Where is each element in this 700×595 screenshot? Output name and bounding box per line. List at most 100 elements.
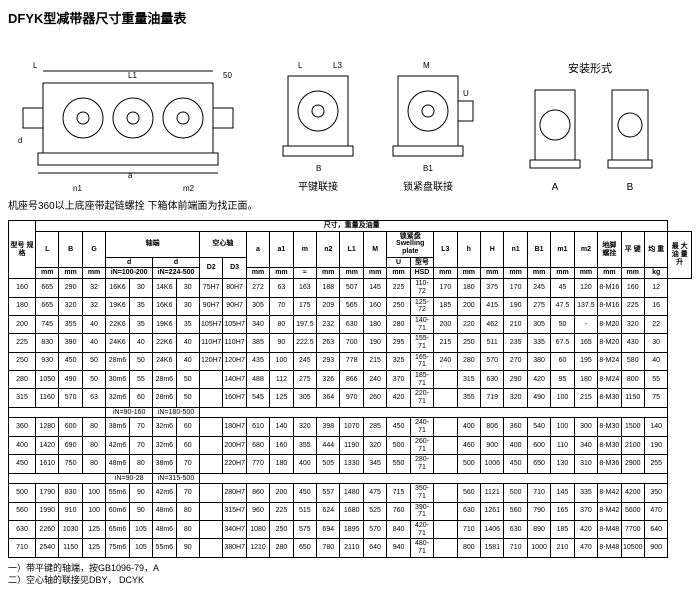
table-cell: 570 — [363, 521, 386, 539]
table-cell: 35 — [129, 315, 152, 333]
table-cell: 245 — [527, 279, 550, 297]
table-cell: 280H7 — [223, 484, 246, 502]
table-cell: 500 — [504, 484, 527, 502]
u-mm7: mm — [340, 268, 363, 279]
table-cell: 30 — [129, 279, 152, 297]
h-dcell2: d — [153, 257, 200, 268]
u-mm12: mm — [481, 268, 504, 279]
table-cell: 665 — [36, 297, 59, 315]
table-cell: 830 — [36, 334, 59, 352]
table-cell: 355 — [457, 389, 480, 407]
table-cell: 140 — [270, 418, 293, 436]
table-row: 560199091010060m69048m680315H79602255156… — [9, 502, 692, 520]
table-cell: 170 — [434, 279, 457, 297]
table-cell: 130 — [551, 455, 574, 473]
table-cell: 600 — [527, 436, 550, 454]
table-cell: 215 — [363, 352, 386, 370]
table-cell — [434, 389, 457, 407]
table-cell: 1581 — [481, 539, 504, 557]
table-cell: 280 — [387, 315, 410, 333]
table-cell: 70 — [129, 436, 152, 454]
table-cell: 200 — [434, 315, 457, 333]
table-cell: 120 — [574, 279, 597, 297]
svg-text:L1: L1 — [128, 71, 137, 80]
h-h: h — [457, 231, 480, 268]
table-cell: 32 — [82, 297, 105, 315]
table-cell: 1500 — [621, 418, 644, 436]
table-cell: 630 — [340, 315, 363, 333]
table-cell: 1406 — [481, 521, 504, 539]
table-cell: 490 — [527, 389, 550, 407]
table-cell: 232 — [317, 315, 340, 333]
table-cell: 30m6 — [106, 371, 129, 389]
h-H: H — [481, 231, 504, 268]
table-cell: 55m6 — [106, 484, 129, 502]
table-cell: 90H7 — [199, 297, 222, 315]
h-m2: m2 — [574, 231, 597, 268]
table-cell — [199, 455, 222, 473]
table-cell: 610 — [246, 418, 269, 436]
h-m: m — [293, 231, 316, 268]
table-cell: 305 — [527, 315, 550, 333]
table-cell: 260-71 — [410, 436, 433, 454]
table-cell: 1000 — [527, 539, 550, 557]
table-cell: 32m6 — [106, 389, 129, 407]
table-cell: 400 — [9, 436, 36, 454]
table-cell: 40 — [129, 334, 152, 352]
table-cell: 320 — [293, 418, 316, 436]
table-cell: 2900 — [621, 455, 644, 473]
table-cell: 197.5 — [293, 315, 316, 333]
table-cell: 290 — [504, 371, 527, 389]
table-cell: 340 — [246, 315, 269, 333]
table-cell: 160 — [363, 297, 386, 315]
table-cell: 8-M24 — [598, 352, 621, 370]
table-cell: 280 — [9, 371, 36, 389]
table-cell: 190 — [363, 334, 386, 352]
u-mm15: mm — [551, 268, 574, 279]
table-cell: 275 — [527, 297, 550, 315]
table-cell: 640 — [363, 539, 386, 557]
spec-table: 型号 规格 尺寸，重量及油量 L B G 轴端 空心轴 a a1 m n2 L1… — [8, 220, 692, 558]
h-M: M — [363, 231, 386, 268]
h-D2: D2 — [199, 257, 222, 278]
swell-label: 锁紧盘联接 — [403, 178, 453, 193]
table-row: 1606652903216K63014K63075H780H7272631631… — [9, 279, 692, 297]
table-cell: 245 — [293, 352, 316, 370]
table-cell: 715 — [387, 484, 410, 502]
table-cell — [434, 455, 457, 473]
table-cell: 800 — [621, 371, 644, 389]
table-cell: 50 — [176, 371, 199, 389]
table-cell: 350 — [644, 484, 667, 502]
table-cell: 222.5 — [293, 334, 316, 352]
table-cell: 630 — [9, 521, 36, 539]
col-model: 型号 规格 — [9, 221, 36, 279]
table-cell: 280-71 — [410, 455, 433, 473]
table-cell: 360 — [504, 418, 527, 436]
u-mm2: mm — [59, 268, 82, 279]
diagram-flat-key: LL3 B 平键联接 — [268, 56, 368, 193]
table-cell: 444 — [317, 436, 340, 454]
h-B1: B1 — [527, 231, 550, 268]
table-cell: 460 — [457, 436, 480, 454]
table-cell: 640 — [644, 521, 667, 539]
table-cell: 1150 — [621, 389, 644, 407]
table-cell: 420 — [574, 521, 597, 539]
table-cell: 370 — [387, 371, 410, 389]
table-cell — [199, 371, 222, 389]
table-cell: 60 — [176, 418, 199, 436]
table-cell: 190 — [644, 436, 667, 454]
table-cell: 120H7 — [199, 352, 222, 370]
table-cell: 4200 — [621, 484, 644, 502]
svg-text:50: 50 — [223, 71, 232, 80]
table-cell: 30 — [176, 279, 199, 297]
table-cell: 28m6 — [153, 389, 176, 407]
table-cell: 165 — [551, 502, 574, 520]
table-cell: 63 — [82, 389, 105, 407]
table-cell — [434, 418, 457, 436]
u-mm1: mm — [36, 268, 59, 279]
table-cell: 2540 — [36, 539, 59, 557]
table-cell: 55m6 — [153, 539, 176, 557]
table-cell — [199, 436, 222, 454]
tbody-b: 36012806008038m67032m660180H761014032039… — [9, 418, 692, 473]
tbody-c: 500179083010055m69042m670280H78602004505… — [9, 484, 692, 558]
